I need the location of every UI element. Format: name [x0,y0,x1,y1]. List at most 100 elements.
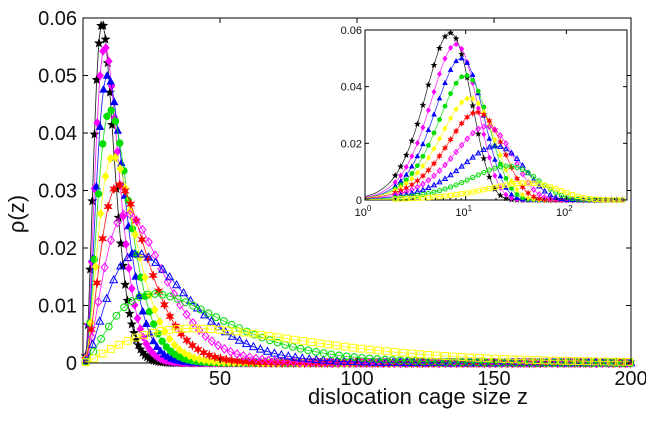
data-point-s6-2 [94,297,103,307]
data-point-s7-42 [374,357,384,366]
data-point-s0-21 [126,318,137,329]
data-point-s8-12 [173,295,182,303]
data-point-s9-4 [115,340,124,349]
inset-point-s3-9 [442,103,448,109]
inset-point-s1-18 [492,172,498,179]
inset-point-s7-17 [486,143,493,150]
inset-point-s6-8 [436,167,443,175]
data-point-s7-9 [144,252,154,261]
inset-point-s6-1 [397,190,404,197]
data-point-s7-13 [171,279,182,289]
inset-point-s5-9 [441,144,449,152]
data-point-s6-23 [226,346,235,357]
inset-point-s5-8 [436,152,443,160]
data-point-s1-23 [148,347,156,357]
inset-point-s4-9 [442,125,448,132]
data-point-s9-64 [616,357,625,366]
inset-point-s1-9 [442,55,448,62]
data-point-s6-20 [207,336,216,347]
data-point-s4-6 [111,152,120,162]
inset-point-s9-37 [597,197,603,203]
inset-point-s8-23 [519,167,526,173]
inset-point-s4-4 [414,169,420,176]
y-tick-label-4: 0.04 [38,123,77,145]
inset-point-s0-17 [485,173,493,180]
inset-point-s8-7 [431,189,437,195]
data-point-s8-36 [358,353,366,362]
data-point-s2-5 [99,84,108,93]
inset-point-s9-27 [542,182,548,188]
data-point-s8-24 [265,336,274,345]
data-point-s9-41 [424,350,433,359]
data-point-s9-57 [558,356,566,365]
inset-point-s0-0 [391,171,399,179]
data-point-s9-2 [98,349,107,358]
data-point-s6-25 [239,351,248,361]
data-point-s1-5 [96,71,104,81]
inset-point-s2-11 [453,57,459,64]
data-point-s0-8 [98,20,109,30]
data-point-s5-11 [142,252,153,264]
inset-point-s1-19 [497,184,503,191]
data-point-s8-14 [189,301,198,310]
data-point-s2-17 [142,319,151,328]
inset-point-s3-10 [448,91,453,96]
data-point-s7-28 [276,349,286,359]
inset-point-s5-26 [535,194,543,203]
inset-point-s5-2 [403,184,410,192]
y-tick-label-3: 0.03 [38,181,77,203]
data-point-s8-30 [312,347,320,356]
inset-point-s1-12 [459,45,465,52]
data-point-s6-3 [100,262,109,273]
inset-point-s7-13 [464,158,471,165]
data-point-s8-49 [457,358,466,367]
inset-point-s4-19 [497,152,503,159]
data-point-s4-7 [116,164,125,174]
inset-point-s1-4 [414,140,420,147]
data-point-s9-9 [157,327,165,335]
data-point-s2-15 [134,291,144,299]
data-point-s6-21 [214,340,223,351]
inset-point-s9-29 [553,186,559,192]
inset-point-s9-30 [558,188,564,194]
data-point-s8-16 [204,309,213,318]
data-point-s8-47 [442,358,451,366]
data-point-s5-31 [255,357,265,368]
inset-point-s3-20 [503,175,509,181]
data-point-s9-61 [591,357,600,366]
inset-point-s9-38 [603,197,609,203]
inset-point-s2-5 [420,140,426,147]
data-point-s3-5 [103,112,111,121]
inset-point-s1-20 [503,191,509,198]
inset-point-s5-25 [530,193,537,201]
data-point-s9-28 [315,339,324,348]
data-point-s6-16 [182,309,191,320]
inset-point-s6-25 [530,186,537,193]
data-point-s0-6 [93,37,104,48]
data-point-s7-4 [109,274,119,284]
inset-point-s4-6 [425,154,431,161]
inset-point-s1-10 [448,44,454,51]
data-point-s9-6 [131,333,140,342]
inset-point-s5-24 [524,189,532,197]
data-point-s1-7 [102,43,110,53]
data-point-s3-4 [99,140,107,148]
data-point-s9-43 [441,352,449,360]
inset-point-s0-16 [480,154,488,162]
inset-point-s8-26 [536,178,542,184]
inset-point-s1-7 [431,88,437,95]
data-point-s6-7 [125,209,134,220]
x-axis-label: dislocation cage size z [308,384,528,409]
inset-point-s7-32 [569,196,576,202]
inset-point-s9-33 [575,193,581,199]
data-point-s7-20 [220,326,231,336]
inset-point-s8-5 [420,191,426,198]
inset-point-s0-5 [419,101,427,108]
data-point-s4-18 [170,340,179,350]
inset-point-s1-3 [409,153,415,160]
data-point-s2-6 [102,71,112,79]
data-point-s4-10 [131,230,139,240]
inset-point-s0-11 [452,35,460,42]
data-point-s5-2 [92,277,102,289]
data-point-s7-11 [158,264,168,273]
